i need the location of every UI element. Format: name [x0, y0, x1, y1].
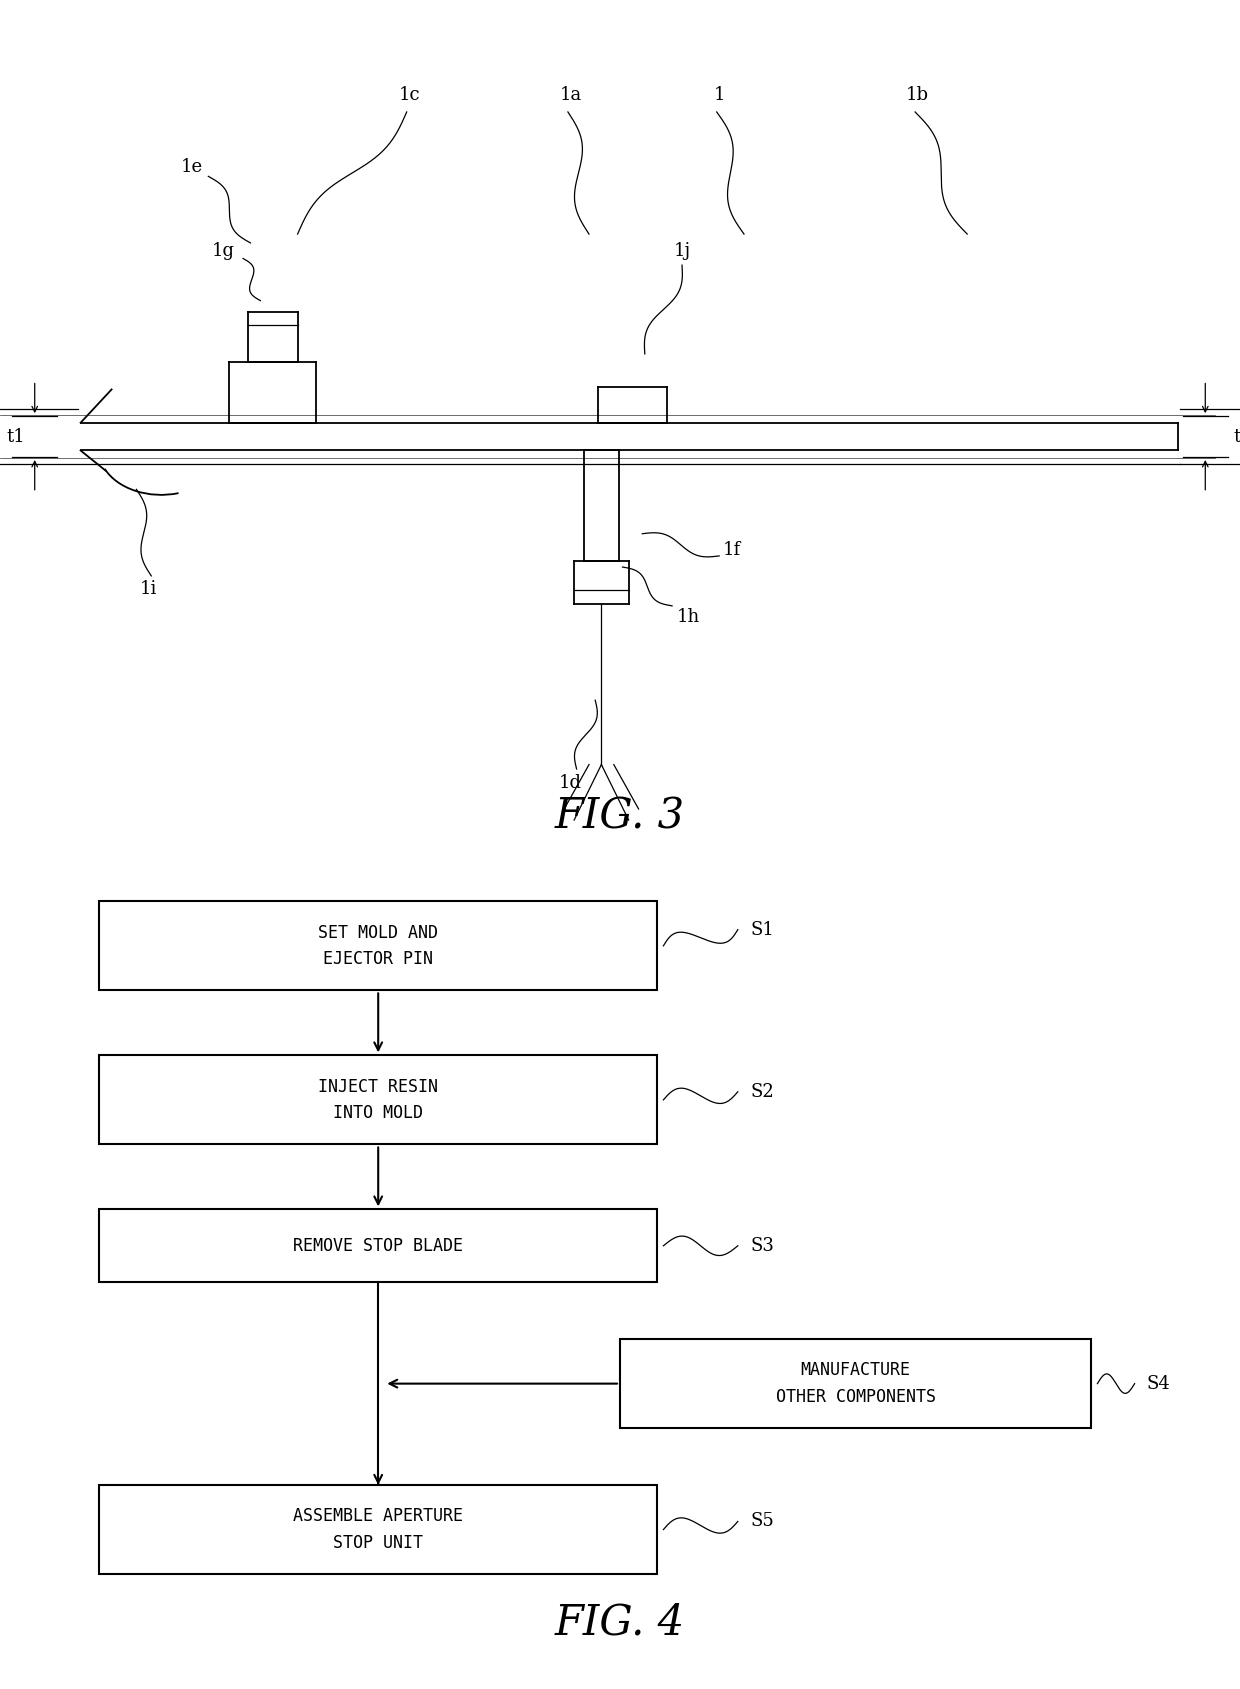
FancyBboxPatch shape — [620, 1339, 1091, 1429]
Text: FIG. 4: FIG. 4 — [556, 1601, 684, 1643]
Text: S3: S3 — [750, 1236, 774, 1255]
Text: S2: S2 — [750, 1083, 774, 1101]
Text: MANUFACTURE
OTHER COMPONENTS: MANUFACTURE OTHER COMPONENTS — [775, 1361, 936, 1405]
Text: t2: t2 — [1234, 427, 1240, 446]
Text: 1h: 1h — [677, 608, 699, 627]
FancyBboxPatch shape — [99, 1485, 657, 1574]
Text: S4: S4 — [1147, 1375, 1171, 1393]
FancyBboxPatch shape — [99, 1056, 657, 1145]
Text: 1f: 1f — [723, 542, 740, 559]
FancyBboxPatch shape — [99, 902, 657, 990]
Text: S5: S5 — [750, 1512, 774, 1530]
Text: 1d: 1d — [559, 775, 582, 792]
FancyBboxPatch shape — [99, 1209, 657, 1282]
Text: 1: 1 — [713, 86, 725, 105]
Text: INJECT RESIN
INTO MOLD: INJECT RESIN INTO MOLD — [319, 1078, 438, 1121]
Text: 1c: 1c — [398, 86, 420, 105]
Text: 1a: 1a — [559, 86, 582, 105]
Text: t1: t1 — [6, 427, 25, 446]
Text: S1: S1 — [750, 921, 774, 939]
Text: 1e: 1e — [181, 159, 203, 176]
Text: REMOVE STOP BLADE: REMOVE STOP BLADE — [293, 1236, 464, 1255]
Text: SET MOLD AND
EJECTOR PIN: SET MOLD AND EJECTOR PIN — [319, 924, 438, 968]
Text: ASSEMBLE APERTURE
STOP UNIT: ASSEMBLE APERTURE STOP UNIT — [293, 1507, 464, 1552]
Text: FIG. 3: FIG. 3 — [556, 796, 684, 838]
Text: 1i: 1i — [140, 581, 157, 598]
Text: 1b: 1b — [906, 86, 929, 105]
Text: 1g: 1g — [212, 242, 234, 260]
Text: 1j: 1j — [673, 242, 691, 260]
